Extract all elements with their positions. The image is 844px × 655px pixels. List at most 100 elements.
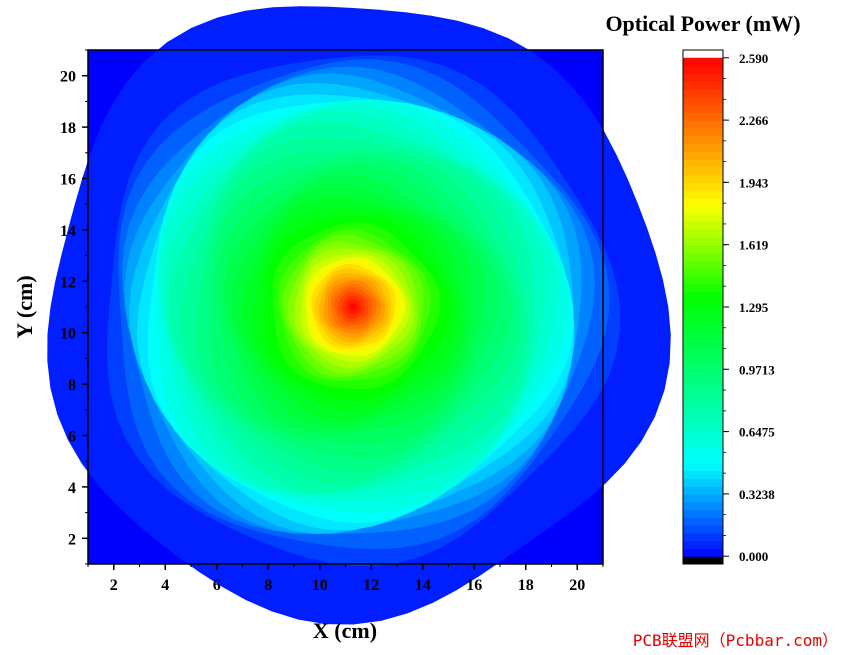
- colorbar-band: [683, 260, 723, 269]
- colorbar-band: [683, 213, 723, 222]
- colorbar-tick-label: 0.000: [739, 549, 768, 564]
- colorbar-overflow: [683, 50, 723, 58]
- x-tick-label: 2: [110, 577, 118, 594]
- y-axis: 2 4 6 8 10 12 14 16 18 20: [60, 49, 88, 565]
- colorbar-band: [683, 307, 723, 316]
- colorbar-band: [683, 314, 723, 324]
- colorbar-tick-label: 0.9713: [739, 362, 775, 377]
- y-tick-label: 14: [60, 223, 76, 240]
- colorbar-band: [683, 416, 723, 425]
- colorbar-band: [683, 400, 723, 409]
- colorbar-band: [683, 190, 723, 199]
- y-tick-label: 6: [68, 429, 76, 446]
- y-tick-label: 18: [60, 120, 76, 137]
- colorbar-band: [683, 166, 723, 176]
- colorbar-band: [683, 509, 723, 518]
- colorbar-underflow: [683, 556, 723, 564]
- colorbar-band: [683, 431, 723, 440]
- colorbar-band: [683, 540, 723, 550]
- colorbar-tick-label: 0.3238: [739, 487, 775, 502]
- colorbar-tick-label: 2.266: [739, 113, 769, 128]
- colorbar-band: [683, 275, 723, 285]
- x-tick-label: 10: [312, 577, 328, 594]
- y-tick-label: 4: [68, 480, 76, 497]
- colorbar-band: [683, 525, 723, 534]
- colorbar-band: [683, 143, 723, 152]
- colorbar-band: [683, 478, 723, 487]
- colorbar-band: [683, 88, 723, 98]
- contour-level: [349, 303, 358, 311]
- colorbar-band: [683, 73, 723, 82]
- colorbar-band: [683, 65, 723, 74]
- colorbar-band: [683, 392, 723, 402]
- colorbar-band: [683, 338, 723, 347]
- colorbar-band: [683, 423, 723, 433]
- colorbar-band: [683, 104, 723, 113]
- colorbar-tick-label: 1.295: [739, 300, 769, 315]
- colorbar-band: [683, 127, 723, 137]
- colorbar-band: [683, 221, 723, 230]
- y-tick-label: 12: [60, 274, 76, 291]
- colorbar-band: [683, 135, 723, 145]
- y-tick-label: 8: [68, 377, 76, 394]
- colorbar-band: [683, 151, 723, 160]
- colorbar-band: [683, 299, 723, 308]
- colorbar-ticks: 2.590 2.266 1.943 1.619 1.295 0.9713 0.6475 0.3…: [723, 51, 775, 564]
- x-tick-label: 8: [264, 577, 272, 594]
- colorbar-band: [683, 384, 723, 394]
- colorbar-tick-label: 1.943: [739, 175, 769, 190]
- colorbar-band: [683, 112, 723, 121]
- colorbar-band: [683, 197, 723, 207]
- colorbar-band: [683, 361, 723, 370]
- colorbar-band: [683, 345, 723, 355]
- colorbar-band: [683, 236, 723, 246]
- watermark: PCB联盟网（Pcbbar.com）: [632, 631, 838, 650]
- colorbar-band: [683, 159, 723, 168]
- colorbar-band: [683, 291, 723, 300]
- colorbar-band: [683, 486, 723, 495]
- y-tick-label: 10: [60, 326, 76, 343]
- colorbar-band: [683, 439, 723, 448]
- contour-fills: [47, 6, 671, 625]
- y-tick-label: 20: [60, 69, 76, 86]
- x-tick-label: 20: [569, 577, 585, 594]
- colorbar-band: [683, 454, 723, 464]
- x-tick-label: 12: [363, 577, 379, 594]
- colorbar-tick-label: 0.6475: [739, 425, 775, 440]
- colorbar-band: [683, 57, 723, 67]
- colorbar-band: [683, 493, 723, 503]
- colorbar-band: [683, 353, 723, 363]
- colorbar-band: [683, 252, 723, 261]
- y-tick-label: 16: [60, 172, 76, 189]
- colorbar-band: [683, 268, 723, 277]
- colorbar-band: [683, 244, 723, 254]
- colorbar-band: [683, 205, 723, 215]
- colorbar-band: [683, 174, 723, 183]
- colorbar-band: [683, 470, 723, 479]
- colorbar-band: [683, 377, 723, 386]
- colorbar-band: [683, 532, 723, 542]
- colorbar-band: [683, 447, 723, 456]
- colorbar-band: [683, 283, 723, 293]
- colorbar-band: [683, 229, 723, 238]
- x-tick-label: 18: [518, 577, 534, 594]
- colorbar-band: [683, 330, 723, 339]
- colorbar-band: [683, 322, 723, 331]
- x-axis: 2 4 6 8 10 12 14 16 18 20: [87, 564, 604, 594]
- colorbar-band: [683, 120, 723, 129]
- colorbar-title: Optical Power (mW): [605, 11, 800, 36]
- colorbar-band: [683, 96, 723, 106]
- x-tick-label: 6: [213, 577, 221, 594]
- colorbar-tick-label: 1.619: [739, 238, 769, 253]
- colorbar-band: [683, 462, 723, 472]
- colorbar-frame: [682, 49, 724, 565]
- x-axis-title: X (cm): [313, 618, 377, 643]
- colorbar-band: [683, 369, 723, 378]
- colorbar-tick-label: 2.590: [739, 51, 768, 66]
- colorbar-band: [683, 81, 723, 90]
- x-tick-label: 4: [161, 577, 169, 594]
- colorbar-band: [683, 501, 723, 511]
- y-tick-label: 2: [68, 531, 76, 548]
- y-axis-title: Y (cm): [12, 275, 37, 338]
